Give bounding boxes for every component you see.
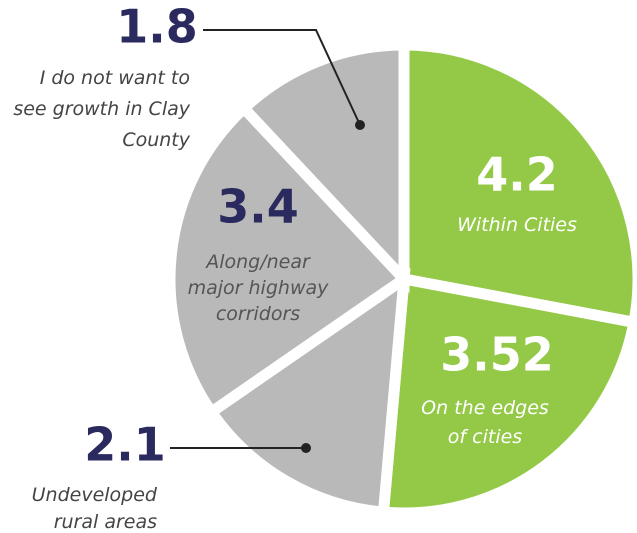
- label-line: of cities: [448, 426, 522, 448]
- pie-slice: [377, 272, 637, 519]
- pie-slice: [398, 39, 637, 329]
- label-line: County: [122, 129, 190, 151]
- category-label: Undeveloped rural areas: [32, 484, 158, 533]
- label-line: rural areas: [54, 511, 157, 533]
- label-line: see growth in Clay: [13, 98, 190, 120]
- label-line: On the edges: [421, 397, 549, 419]
- pie-slice: [236, 39, 410, 293]
- leader-dot: [301, 443, 311, 453]
- pie-slice: [164, 100, 413, 420]
- category-label: I do not want to see growth in Clay County: [13, 67, 190, 151]
- value-label: 1.8: [116, 0, 198, 54]
- leader-line: [203, 29, 361, 126]
- value-label: 3.52: [440, 328, 554, 382]
- category-label: Within Cities: [457, 214, 577, 236]
- label-line: corridors: [216, 303, 300, 325]
- label-line: Along/near: [204, 251, 311, 273]
- pie-slice: [203, 267, 411, 519]
- category-label: Along/near major highway corridors: [188, 251, 330, 325]
- value-label: 2.1: [84, 418, 166, 472]
- value-label: 3.4: [217, 180, 299, 234]
- category-label: On the edges of cities: [421, 397, 549, 448]
- label-line: Within Cities: [457, 214, 577, 236]
- label-line: Undeveloped: [32, 484, 158, 506]
- leader-dot: [355, 120, 365, 130]
- label-line: major highway: [188, 277, 330, 299]
- value-label: 4.2: [476, 148, 558, 202]
- label-line: I do not want to: [40, 67, 190, 89]
